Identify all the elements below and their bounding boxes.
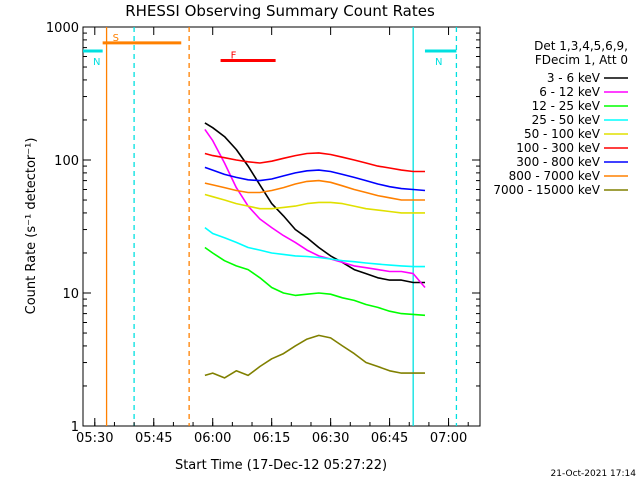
series-line-4 — [204, 193, 425, 214]
x-axis-label: Start Time (17-Dec-12 05:27:22) — [175, 458, 387, 473]
flag-label-0: S — [113, 33, 119, 44]
series-lines — [204, 122, 426, 379]
footer-timestamp: 21-Oct-2021 17:14 — [551, 469, 637, 479]
legend-label-1: 6 - 12 keV — [539, 85, 601, 99]
legend-label-0: 3 - 6 keV — [547, 71, 601, 85]
x-tick-label-6: 07:00 — [430, 431, 467, 446]
series-line-2 — [204, 246, 426, 317]
y-tick-label-1: 10 — [62, 287, 79, 302]
x-tick-label-1: 05:45 — [135, 431, 172, 446]
time-markers — [105, 27, 458, 426]
legend-label-5: 100 - 300 keV — [516, 141, 600, 155]
flag-label-1: N — [93, 57, 100, 68]
x-tick-label-3: 06:15 — [253, 431, 290, 446]
legend-label-2: 12 - 25 keV — [532, 99, 601, 113]
flag-label-2: N — [435, 57, 442, 68]
y-axis-ticks: 1 10 100 1000 — [46, 21, 480, 435]
x-tick-label-2: 06:00 — [194, 431, 231, 446]
y-axis-label: Count Rate (s⁻¹ detector⁻¹) — [24, 138, 39, 315]
observing-flags: S N N F — [83, 33, 457, 68]
series-line-0 — [204, 122, 425, 284]
x-tick-label-0: 05:30 — [76, 431, 113, 446]
series-line-8 — [204, 334, 425, 379]
legend-label-4: 50 - 100 keV — [524, 127, 601, 141]
x-tick-label-5: 06:45 — [371, 431, 408, 446]
plot-frame — [82, 26, 481, 427]
chart-title: RHESSI Observing Summary Count Rates — [125, 2, 435, 20]
x-tick-label-4: 06:30 — [312, 431, 349, 446]
legend-label-6: 300 - 800 keV — [516, 155, 600, 169]
legend-label-8: 7000 - 15000 keV — [493, 183, 600, 197]
legend-label-7: 800 - 7000 keV — [509, 169, 601, 183]
legend-header-2: FDecim 1, Att 0 — [535, 53, 628, 67]
series-line-6 — [204, 166, 426, 192]
series-line-3 — [204, 226, 425, 268]
series-line-5 — [204, 152, 425, 173]
x-axis-ticks: 05:30 05:45 06:00 06:15 06:30 06:45 07:00 — [76, 27, 469, 446]
legend-header-1: Det 1,3,4,5,6,9, — [534, 39, 628, 53]
y-tick-label-3: 1000 — [46, 21, 79, 36]
legend: Det 1,3,4,5,6,9, FDecim 1, Att 0 3 - 6 k… — [493, 39, 628, 197]
legend-label-3: 25 - 50 keV — [532, 113, 601, 127]
y-tick-label-2: 100 — [54, 154, 79, 169]
flag-label-3: F — [231, 50, 237, 61]
y-tick-label-0: 1 — [71, 420, 79, 435]
series-line-7 — [204, 179, 425, 201]
